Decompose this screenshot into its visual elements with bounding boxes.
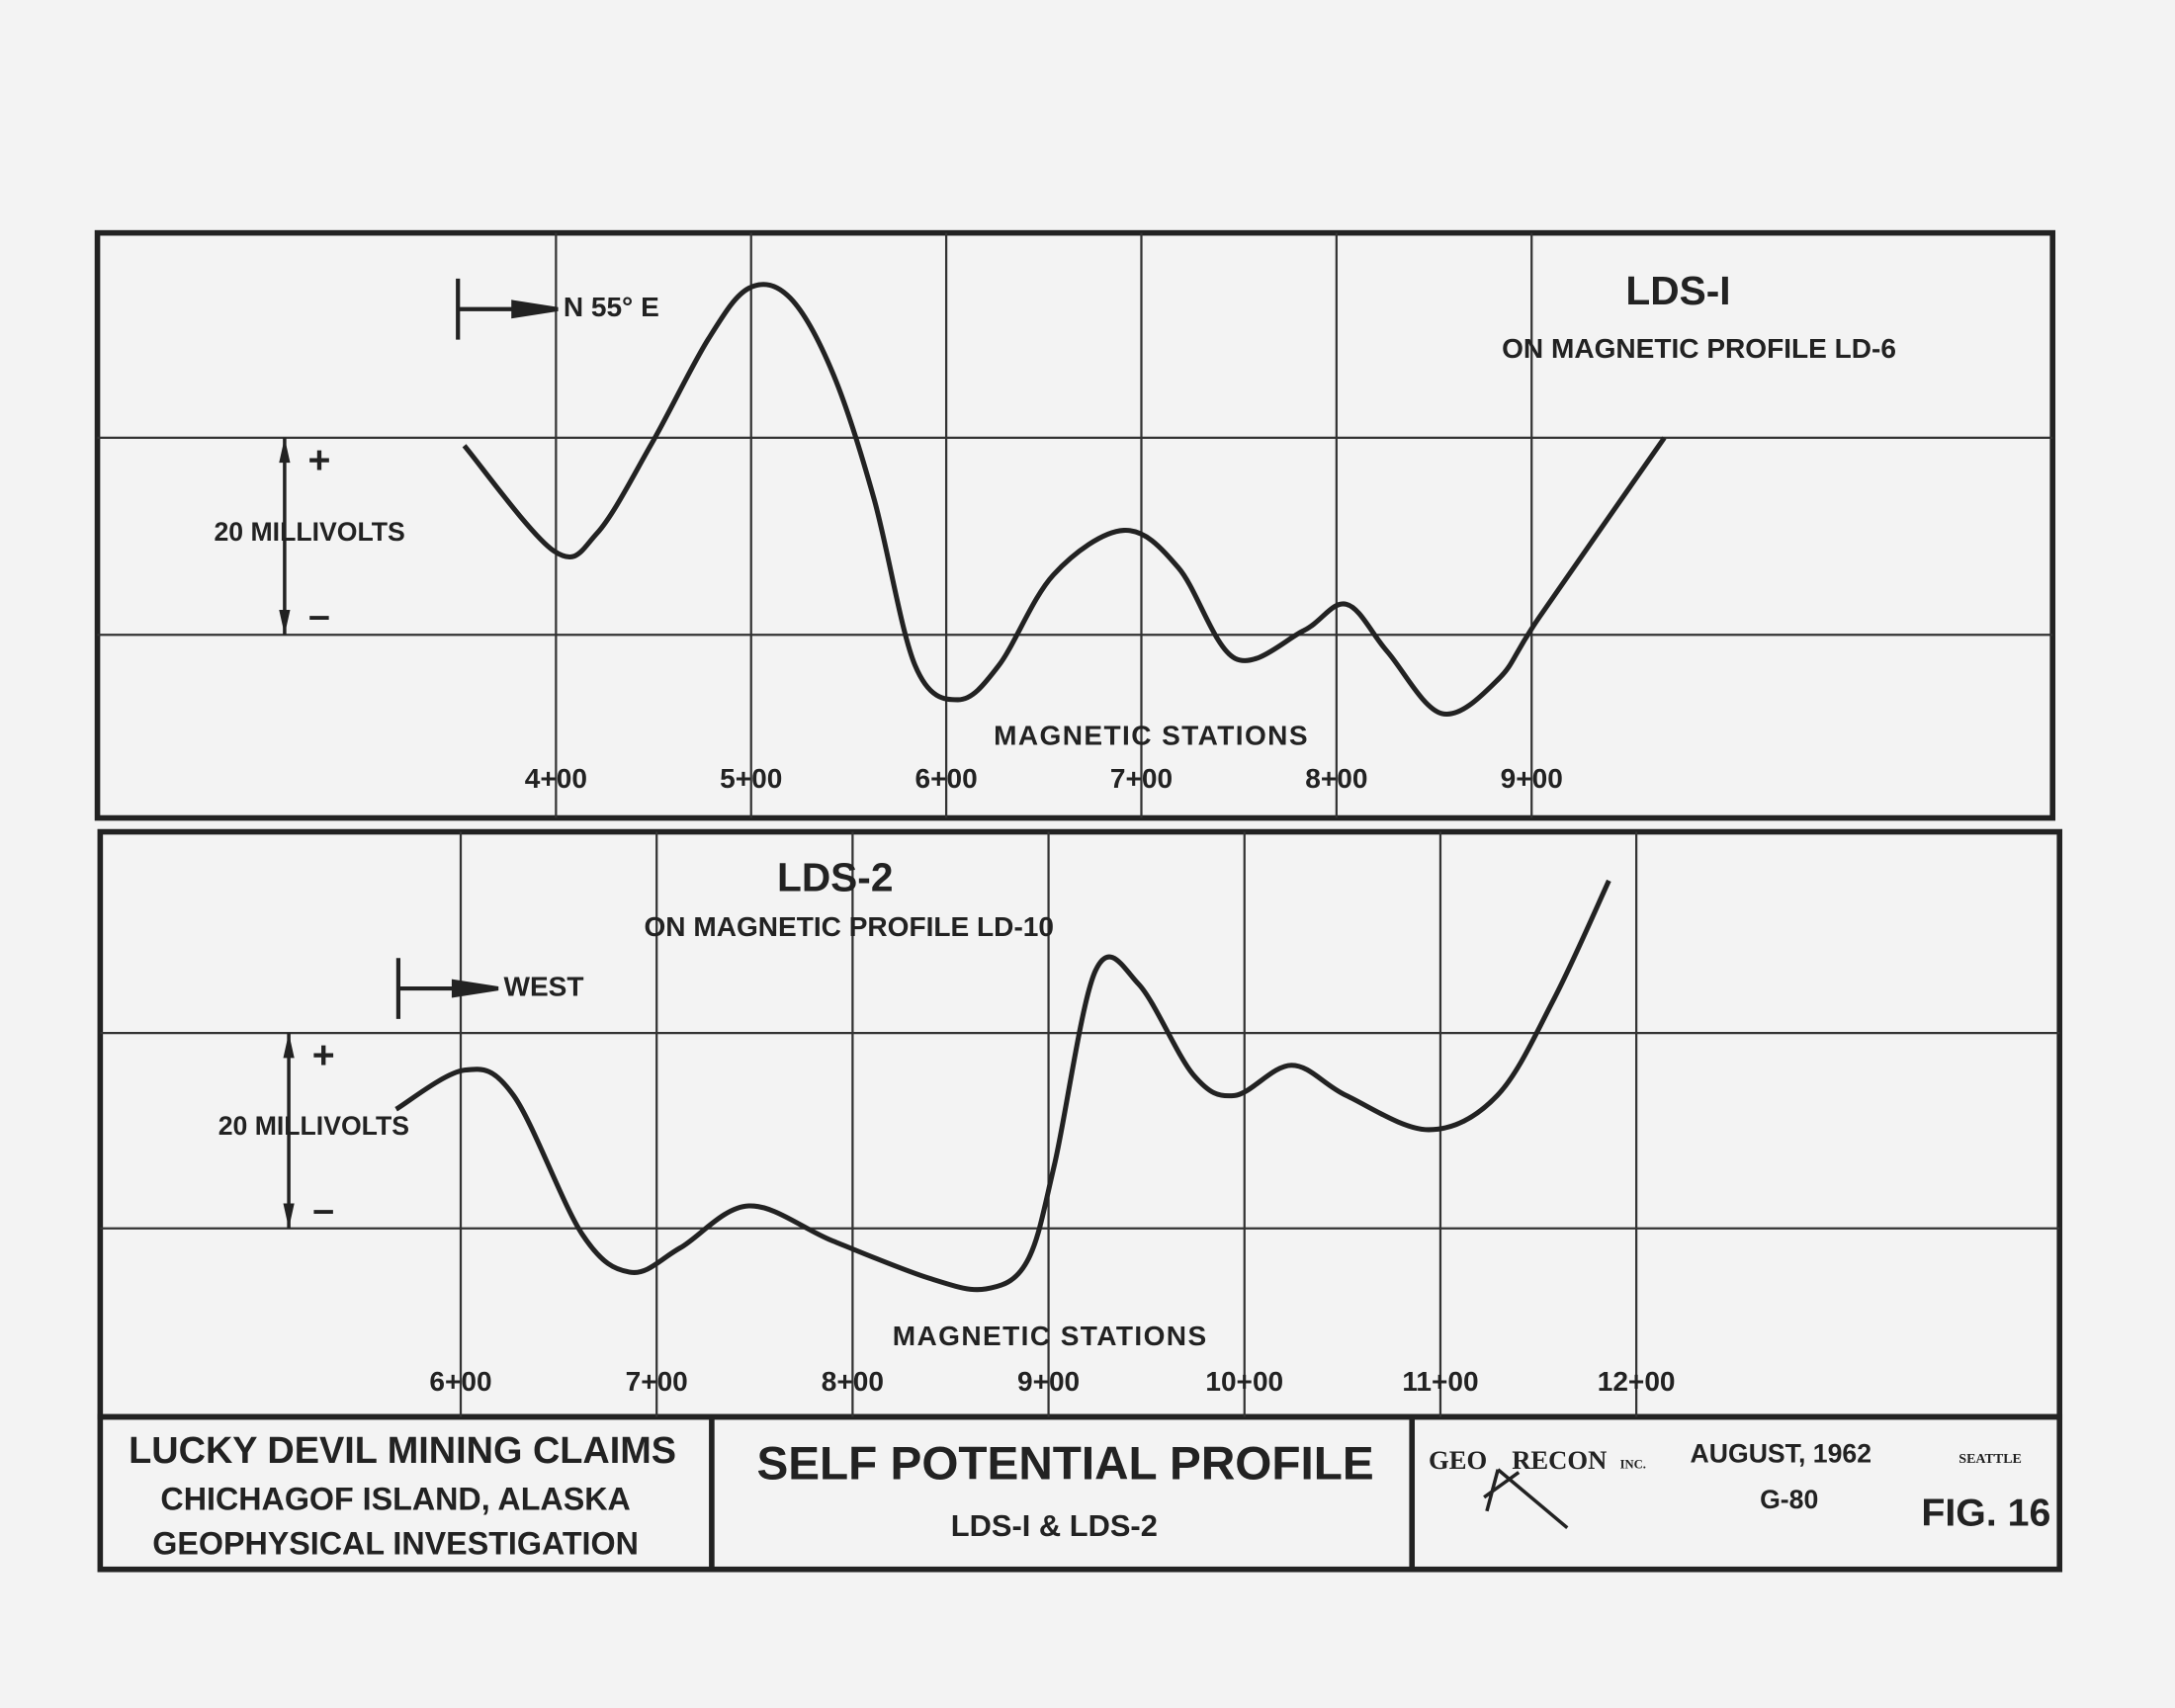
x-tick-label: 6+00	[429, 1366, 491, 1397]
x-axis-label: MAGNETIC STATIONS	[893, 1321, 1208, 1351]
x-tick-label: 11+00	[1402, 1366, 1478, 1397]
x-tick-label: 7+00	[626, 1366, 688, 1397]
block-line: LUCKY DEVIL MINING CLAIMS	[129, 1430, 676, 1472]
date: AUGUST, 1962	[1691, 1439, 1872, 1469]
profile-line	[462, 282, 1667, 717]
x-tick-label: 9+00	[1017, 1366, 1080, 1397]
chart-title: LDS-I	[1625, 268, 1730, 313]
chart-title: LDS-2	[777, 854, 893, 899]
block-line: CHICHAGOF ISLAND, ALASKA	[160, 1482, 630, 1517]
direction-arrow	[456, 278, 559, 340]
plus-sign: +	[307, 439, 330, 482]
scale-label: 20 MILLIVOLTS	[214, 517, 404, 547]
minus-sign: –	[308, 594, 330, 638]
x-tick-label: 6+00	[915, 763, 978, 794]
minus-sign: –	[312, 1187, 334, 1231]
x-tick-label: 9+00	[1501, 763, 1563, 794]
plot-frame	[94, 229, 2056, 821]
figure-number: FIG. 16	[1921, 1491, 2050, 1534]
x-axis-label: MAGNETIC STATIONS	[994, 721, 1309, 751]
block-line: GEOPHYSICAL INVESTIGATION	[152, 1525, 639, 1561]
x-tick-label: 12+00	[1598, 1366, 1676, 1397]
company: GEO	[1429, 1445, 1487, 1475]
drawing-number: G-80	[1760, 1485, 1818, 1514]
chart-subtitle: ON MAGNETIC PROFILE LD-10	[645, 911, 1055, 942]
x-tick-label: 8+00	[1305, 763, 1367, 794]
block-subtitle: LDS-I & LDS-2	[951, 1508, 1158, 1543]
title-block: LUCKY DEVIL MINING CLAIMS CHICHAGOF ISLA…	[97, 1413, 2063, 1573]
x-tick-label: 4+00	[525, 763, 587, 794]
company: RECON	[1512, 1445, 1607, 1475]
chart-subtitle: ON MAGNETIC PROFILE LD-6	[1502, 333, 1896, 364]
direction-arrow	[395, 958, 499, 1019]
plot-frame	[97, 828, 2063, 1420]
x-tick-label: 8+00	[822, 1366, 884, 1397]
direction-label: WEST	[504, 971, 584, 1001]
x-tick-label: 5+00	[720, 763, 782, 794]
scale-label: 20 MILLIVOLTS	[218, 1111, 409, 1141]
plus-sign: +	[312, 1034, 335, 1077]
company-suffix: INC.	[1620, 1457, 1646, 1471]
profile-line	[394, 879, 1611, 1293]
city: SEATTLE	[1958, 1452, 2022, 1467]
x-tick-label: 10+00	[1205, 1366, 1283, 1397]
block-title: SELF POTENTIAL PROFILE	[756, 1438, 1373, 1491]
direction-label: N 55° E	[564, 292, 659, 322]
x-tick-label: 7+00	[1110, 763, 1173, 794]
